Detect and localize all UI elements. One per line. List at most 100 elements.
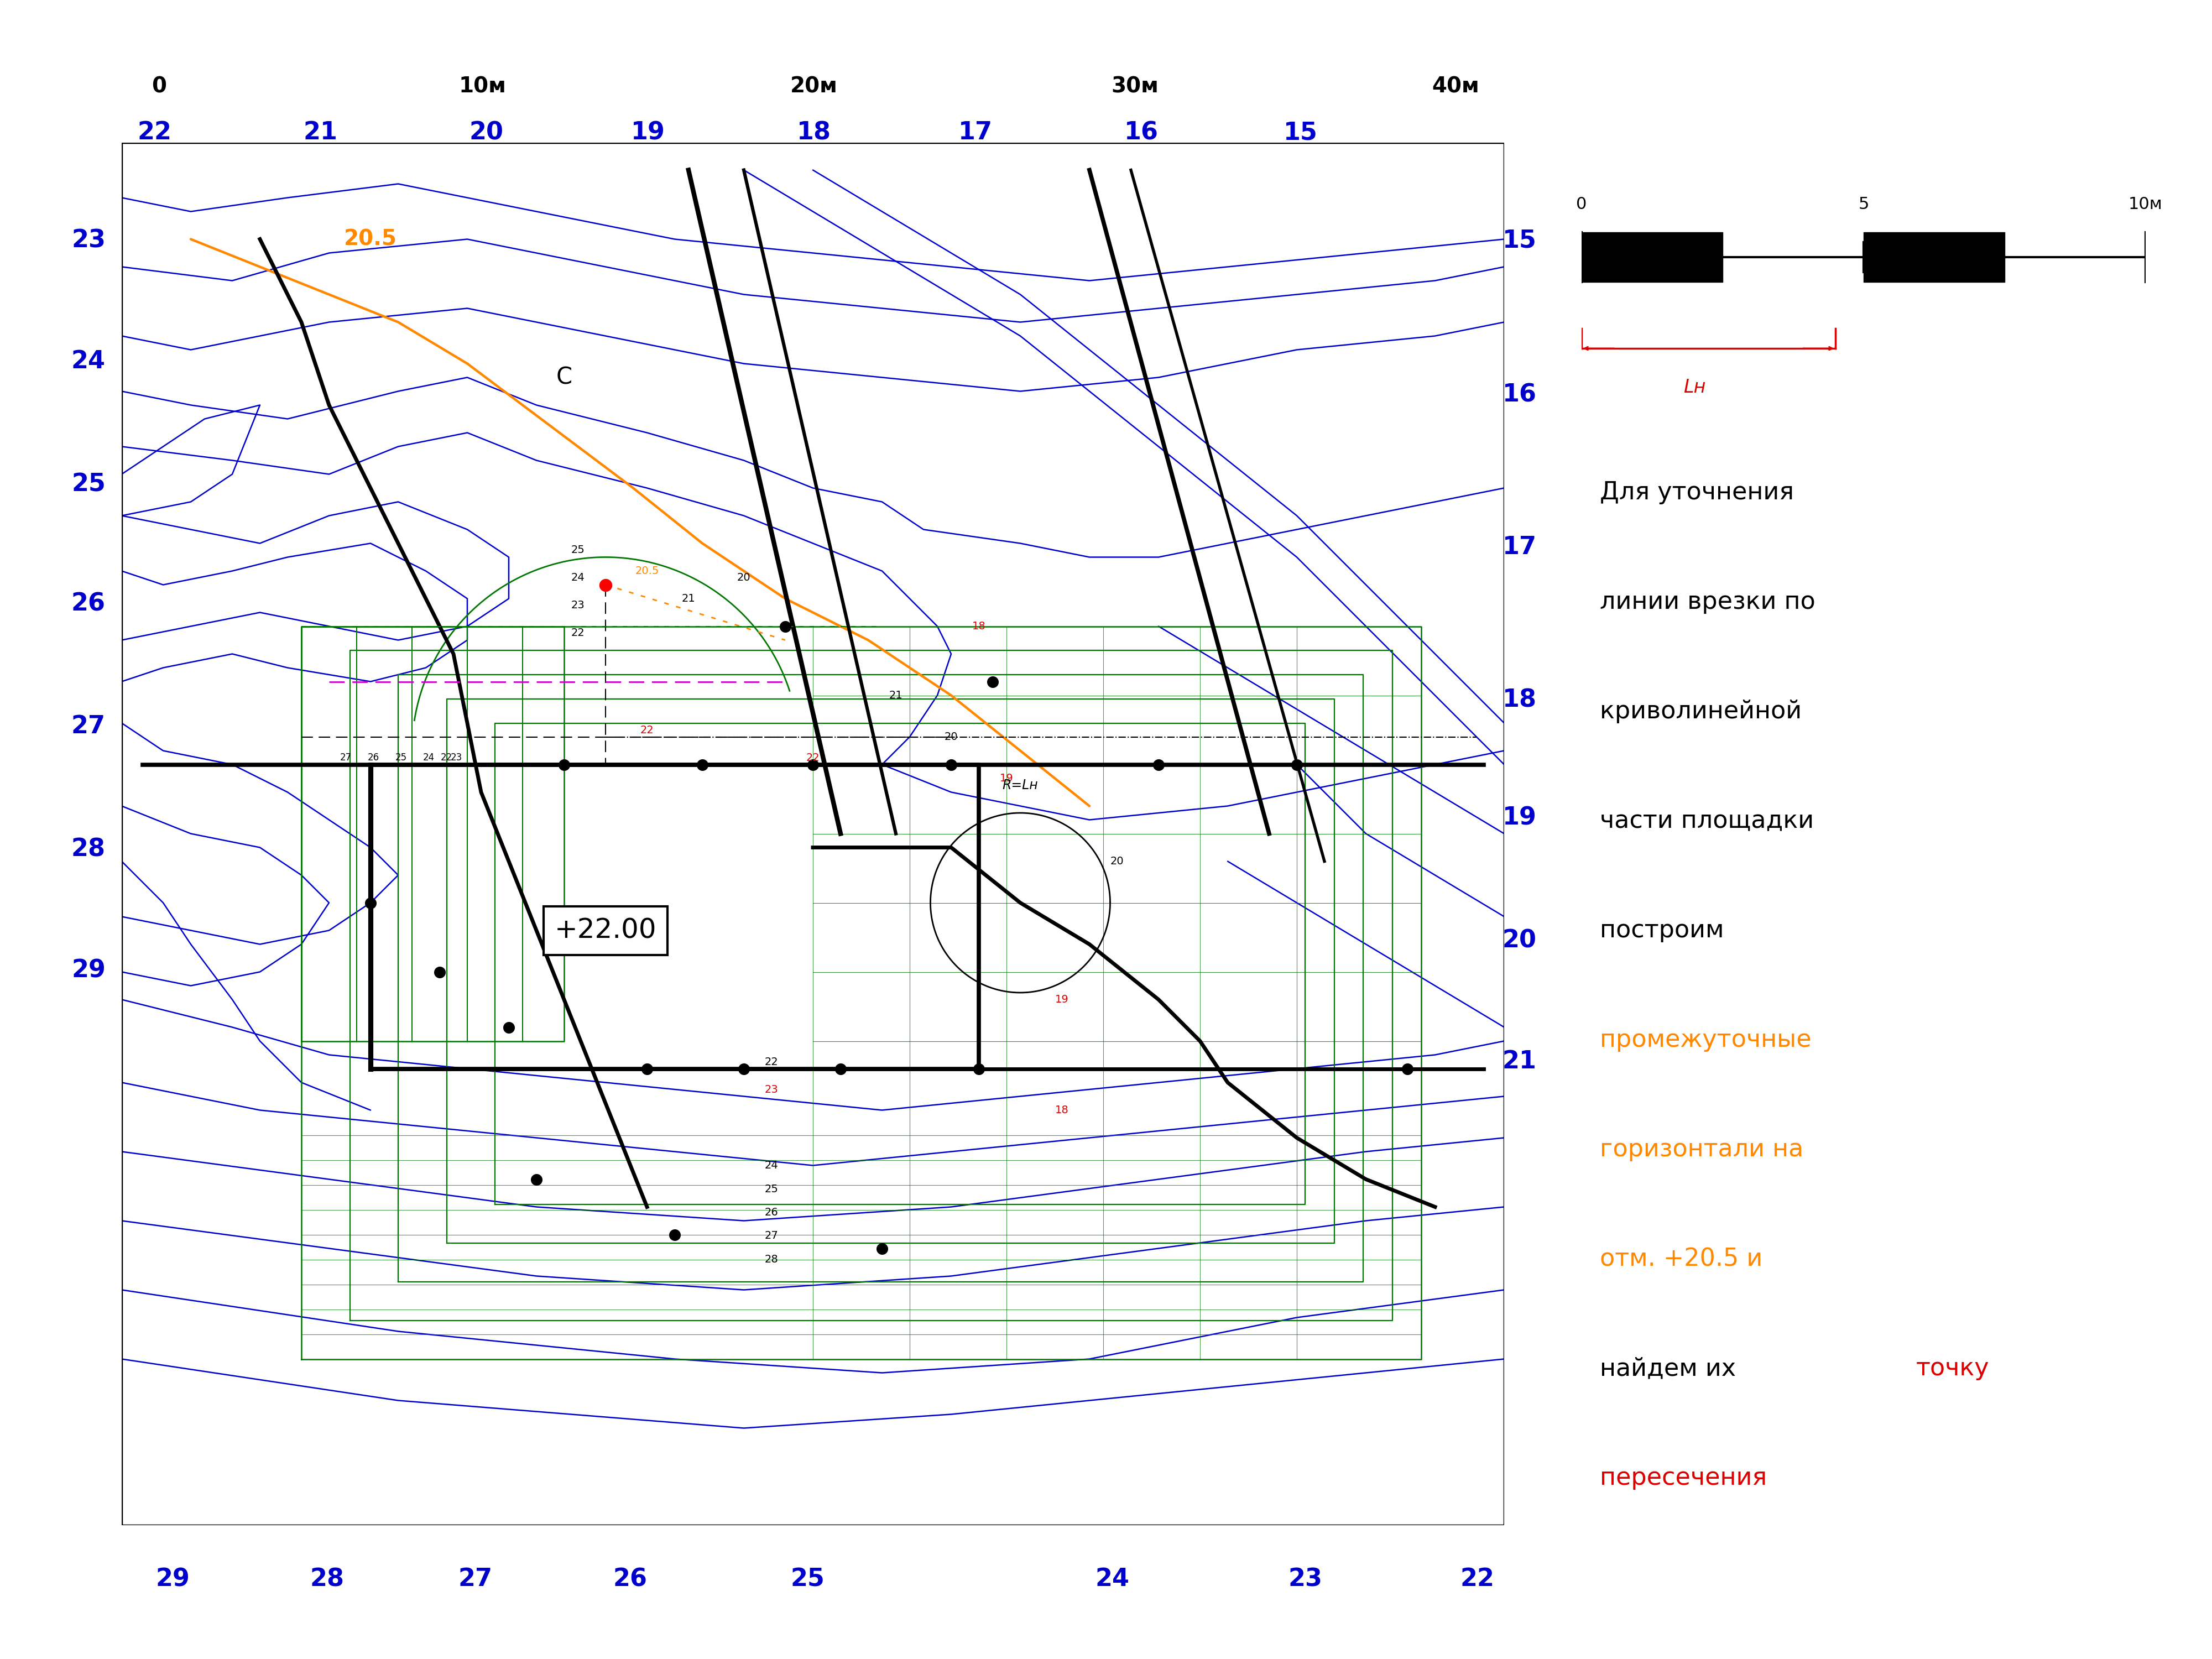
Text: 23: 23 [1287, 1568, 1323, 1591]
Text: 25: 25 [396, 753, 407, 763]
Text: 17: 17 [958, 121, 993, 144]
Text: 10м: 10м [458, 76, 507, 96]
Text: 19: 19 [1000, 773, 1013, 783]
Text: 15: 15 [1283, 121, 1318, 144]
Text: части площадки: части площадки [1599, 810, 1814, 833]
Point [975, 669, 1011, 695]
Text: Lн: Lн [1683, 378, 1705, 397]
Point [1279, 752, 1314, 778]
Text: 16: 16 [1124, 121, 1159, 144]
Text: 10м: 10м [2128, 196, 2163, 212]
Text: криволинейной: криволинейной [1599, 700, 1803, 723]
Text: 20.5: 20.5 [345, 229, 398, 251]
Text: отм. +20.5 и: отм. +20.5 и [1599, 1248, 1763, 1271]
Text: 24: 24 [1095, 1568, 1130, 1591]
Text: 28: 28 [310, 1568, 345, 1591]
Text: 28: 28 [765, 1254, 779, 1264]
Text: 21: 21 [889, 690, 902, 700]
Text: пересечения: пересечения [1599, 1467, 1767, 1490]
Text: 18: 18 [1502, 688, 1537, 712]
Text: 25: 25 [790, 1568, 825, 1591]
Point [588, 571, 624, 599]
Text: 30м: 30м [1110, 76, 1159, 96]
Text: 18: 18 [1055, 1105, 1068, 1115]
Point [726, 1055, 761, 1082]
Text: линии врезки по: линии врезки по [1599, 591, 1816, 614]
Text: 23: 23 [571, 601, 584, 611]
Text: 16: 16 [1502, 383, 1537, 406]
Text: 24: 24 [765, 1160, 779, 1171]
Text: 27: 27 [341, 753, 352, 763]
Text: 23: 23 [765, 1085, 779, 1095]
Point [933, 752, 969, 778]
Text: 0: 0 [1577, 196, 1586, 212]
Text: 29: 29 [71, 959, 106, 982]
Text: 15: 15 [1502, 229, 1537, 252]
Point [657, 1221, 692, 1248]
Text: 22: 22 [137, 121, 173, 144]
Text: 26: 26 [367, 753, 378, 763]
Text: 21: 21 [303, 121, 338, 144]
Text: 22: 22 [639, 725, 655, 735]
Text: 27: 27 [765, 1231, 779, 1241]
Text: +22.00: +22.00 [555, 917, 657, 944]
Text: 22: 22 [571, 629, 584, 639]
Point [546, 752, 582, 778]
Text: 27: 27 [458, 1568, 493, 1591]
Text: 25: 25 [765, 1185, 779, 1194]
Text: 25: 25 [71, 473, 106, 496]
Text: 17: 17 [1502, 536, 1537, 559]
Point [1389, 1055, 1425, 1082]
Text: промежуточные: промежуточные [1599, 1029, 1812, 1052]
Point [768, 614, 803, 640]
Text: 27: 27 [71, 715, 106, 738]
Point [588, 571, 624, 599]
Text: точку: точку [1916, 1357, 1989, 1380]
Text: 5: 5 [1858, 196, 1869, 212]
Text: 20: 20 [1502, 929, 1537, 952]
Text: 18: 18 [796, 121, 832, 144]
Text: 20: 20 [469, 121, 504, 144]
Text: С: С [555, 367, 573, 390]
Text: 24: 24 [571, 572, 584, 584]
Text: 24: 24 [71, 350, 106, 373]
Text: 20м: 20м [790, 76, 838, 96]
Text: 22: 22 [440, 753, 453, 763]
Text: 26: 26 [71, 592, 106, 615]
Text: R=Lн: R=Lн [1002, 778, 1037, 791]
Text: 20: 20 [737, 572, 750, 584]
Point [686, 752, 721, 778]
Text: найдем их: найдем их [1599, 1357, 1743, 1380]
Text: 28: 28 [71, 838, 106, 861]
Text: 21: 21 [681, 594, 695, 604]
Text: 20: 20 [945, 732, 958, 742]
Text: 24: 24 [422, 753, 434, 763]
Text: 22: 22 [1460, 1568, 1495, 1591]
Text: 26: 26 [613, 1568, 648, 1591]
Text: 20: 20 [1110, 856, 1124, 866]
Point [491, 1014, 526, 1040]
Point [518, 1166, 553, 1193]
Text: 21: 21 [1502, 1050, 1537, 1073]
Text: построим: построим [1599, 919, 1723, 942]
Text: 23: 23 [451, 753, 462, 763]
Point [628, 1055, 664, 1082]
Point [422, 959, 458, 985]
Text: 22: 22 [765, 1057, 779, 1067]
Text: 22: 22 [805, 753, 821, 763]
Text: 26: 26 [765, 1208, 779, 1218]
Text: 25: 25 [571, 544, 584, 556]
Point [823, 1055, 858, 1082]
Text: 19: 19 [1502, 806, 1537, 830]
Text: 40м: 40м [1431, 76, 1480, 96]
Point [960, 1055, 995, 1082]
Text: 29: 29 [155, 1568, 190, 1591]
Point [1141, 752, 1177, 778]
Text: Для уточнения: Для уточнения [1599, 481, 1794, 504]
Text: 23: 23 [71, 229, 106, 252]
Text: 19: 19 [1055, 994, 1068, 1005]
Point [354, 889, 389, 916]
Text: 20.5: 20.5 [635, 566, 659, 576]
Text: 18: 18 [971, 620, 987, 632]
Text: горизонтали на: горизонтали на [1599, 1138, 1803, 1161]
